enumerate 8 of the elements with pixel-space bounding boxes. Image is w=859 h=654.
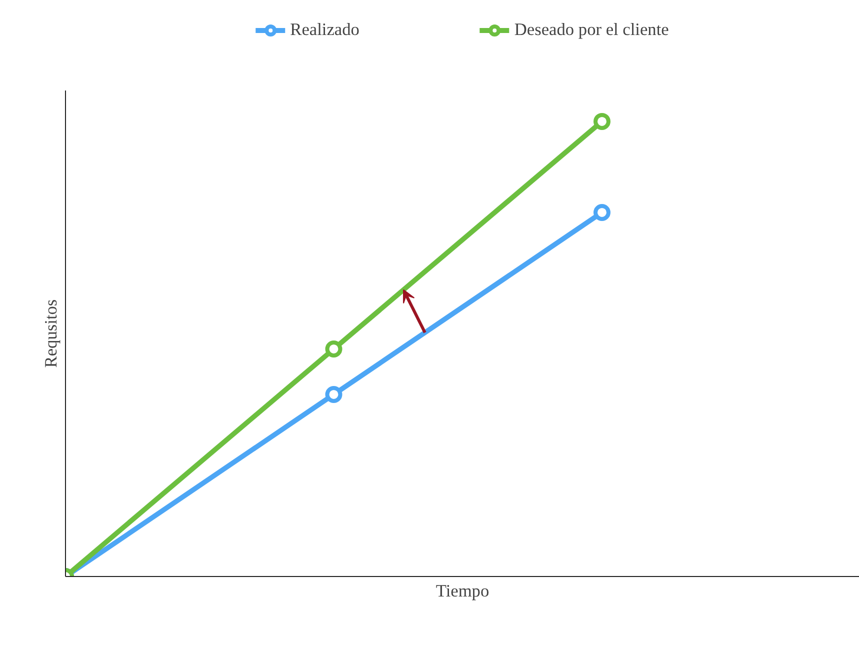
point xyxy=(593,112,610,130)
legend-label: Deseado por el cliente xyxy=(514,20,669,40)
y-axis-title: Requsitos xyxy=(42,299,60,368)
x-axis-title: Tiempo xyxy=(436,582,490,600)
point xyxy=(325,386,342,403)
point xyxy=(593,204,610,221)
legend-label: Realizado xyxy=(290,20,360,40)
point xyxy=(325,340,342,358)
